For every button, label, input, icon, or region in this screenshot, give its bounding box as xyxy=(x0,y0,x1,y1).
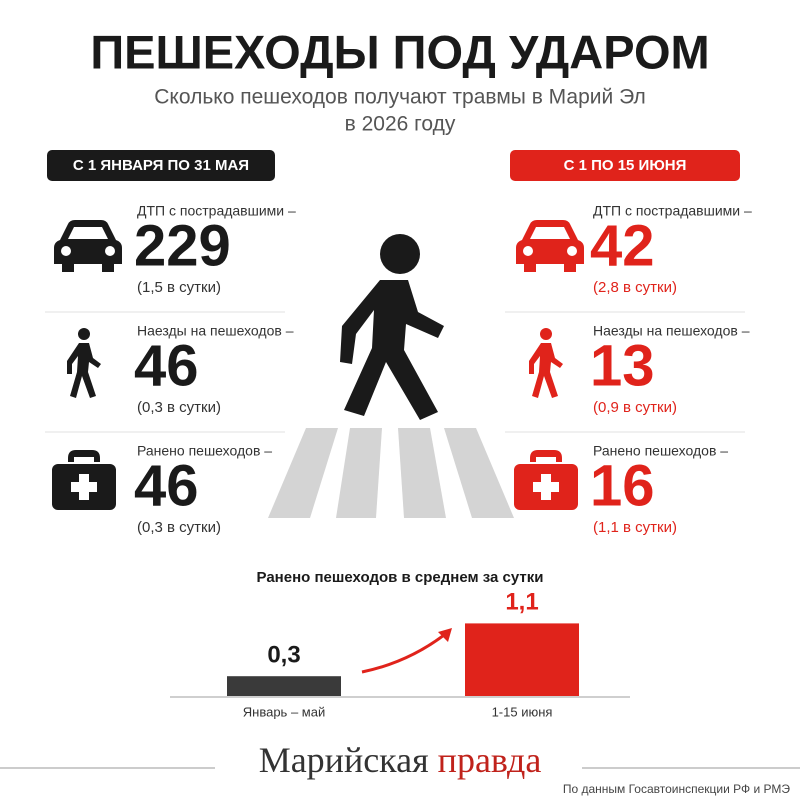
subtitle: Сколько пешеходов получают травмы в Мари… xyxy=(154,86,645,109)
source: По данным Госавтоинспекции РФ и РМЭ xyxy=(563,782,791,796)
bar-value-label: 1,1 xyxy=(505,589,538,616)
stat-label: Наезды на пешеходов – xyxy=(593,323,750,339)
stat-value: 13 xyxy=(590,333,655,398)
category-label: Январь – май xyxy=(243,704,325,719)
brand-first: Марийская xyxy=(259,740,429,780)
icon xyxy=(54,220,122,272)
stat-note: (2,8 в сутки) xyxy=(593,279,677,296)
stat-label: ДТП с пострадавшими – xyxy=(593,203,752,219)
period-tag xyxy=(47,150,275,181)
brand-second: правда xyxy=(438,740,542,780)
bar xyxy=(227,676,341,696)
stat-label: ДТП с пострадавшими – xyxy=(137,203,296,219)
chart-title: Ранено пешеходов в среднем за сутки xyxy=(257,569,544,586)
icon xyxy=(516,220,584,272)
stat-note: (1,5 в сутки) xyxy=(137,279,221,296)
bar xyxy=(465,623,579,696)
icon xyxy=(67,328,101,398)
period-tag-text: С 1 ПО 15 ИЮНЯ xyxy=(564,157,687,174)
icon xyxy=(529,328,563,398)
stat-label: Ранено пешеходов – xyxy=(593,443,728,459)
pedestrian-illustration xyxy=(268,234,514,518)
stat-label: Ранено пешеходов – xyxy=(137,443,272,459)
stat-note: (1,1 в сутки) xyxy=(593,519,677,536)
brand: Марийская правда xyxy=(259,740,542,780)
stat-note: (0,9 в сутки) xyxy=(593,399,677,416)
stat-value: 46 xyxy=(134,453,199,518)
category-label: 1-15 июня xyxy=(492,704,553,719)
stat-value: 16 xyxy=(590,453,655,518)
stat-value: 46 xyxy=(134,333,199,398)
bar-value-label: 0,3 xyxy=(267,642,300,669)
period-tag-text: С 1 ЯНВАРЯ ПО 31 МАЯ xyxy=(73,157,249,174)
title: ПЕШЕХОДЫ ПОД УДАРОМ xyxy=(90,25,709,78)
trend-arrow xyxy=(361,630,449,674)
icon xyxy=(514,450,578,510)
period-tag xyxy=(510,150,740,181)
stat-label: Наезды на пешеходов – xyxy=(137,323,294,339)
stat-note: (0,3 в сутки) xyxy=(137,399,221,416)
stat-value: 42 xyxy=(590,213,655,278)
trend-arrow-head xyxy=(438,628,452,642)
stat-note: (0,3 в сутки) xyxy=(137,519,221,536)
subtitle: в 2026 году xyxy=(345,113,456,136)
stat-value: 229 xyxy=(134,213,231,278)
icon xyxy=(52,450,116,510)
